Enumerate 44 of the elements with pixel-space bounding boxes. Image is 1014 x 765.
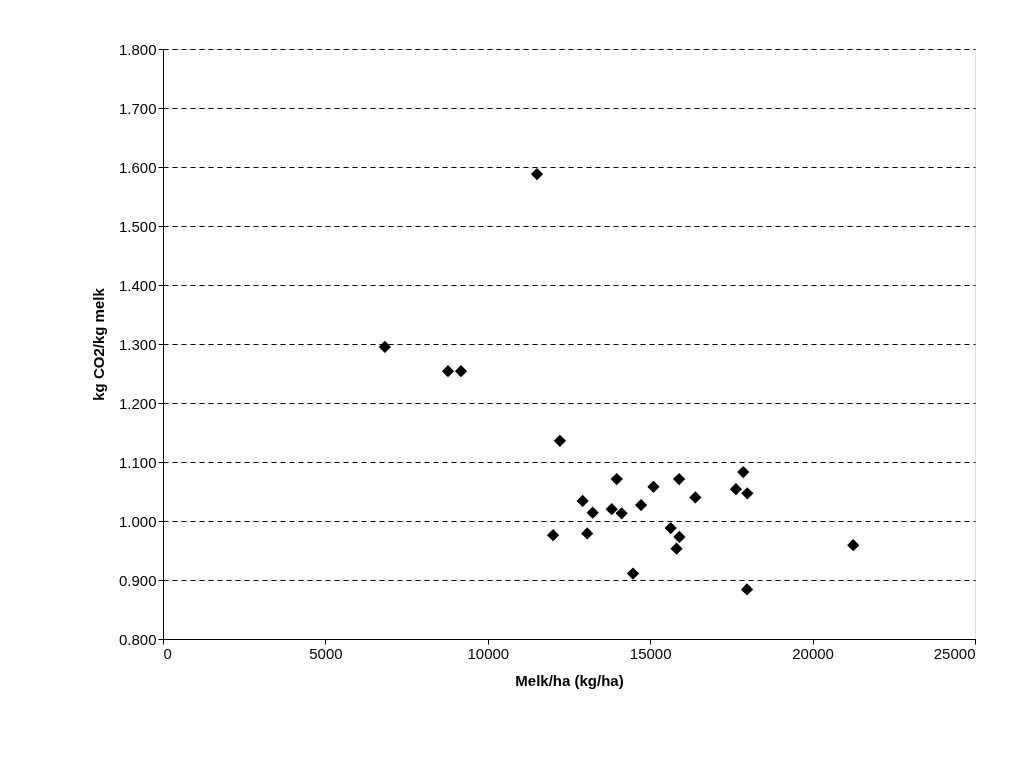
point	[454, 365, 468, 378]
point	[576, 494, 589, 508]
x-tick-label: 25000	[933, 644, 976, 662]
point	[546, 529, 560, 542]
y-tick-label: 1.100	[118, 453, 157, 471]
point	[626, 567, 640, 580]
point	[689, 491, 702, 504]
point	[634, 498, 648, 512]
point	[581, 527, 594, 540]
y-tick-label: 1.800	[118, 40, 157, 58]
y-tick-label: 1.000	[118, 512, 157, 530]
y-tick-label: 1.500	[118, 217, 157, 235]
point	[530, 167, 544, 181]
x-tick-label: 0	[163, 644, 172, 662]
y-tick-label: 1.600	[118, 158, 157, 176]
point	[586, 506, 599, 519]
y-tick-label: 1.700	[118, 99, 157, 117]
point	[647, 480, 660, 493]
point	[729, 483, 743, 496]
point	[664, 521, 677, 535]
x-tick-label: 20000	[792, 644, 834, 662]
point	[847, 539, 860, 552]
point	[672, 472, 686, 486]
point	[740, 583, 754, 596]
point	[741, 487, 754, 500]
y-axis-title: kg CO2/kg melk	[89, 287, 107, 401]
y-tick-label: 1.400	[118, 276, 157, 294]
point	[615, 507, 628, 520]
point	[553, 434, 567, 447]
y-tick-label: 1.300	[118, 335, 157, 353]
x-axis-title: Melk/ha (kg/ha)	[515, 671, 624, 689]
point	[673, 530, 686, 544]
y-tick-label: 1.200	[118, 394, 157, 412]
x-tick-label: 5000	[309, 644, 343, 662]
point	[605, 503, 618, 516]
point	[441, 365, 455, 378]
point	[610, 472, 623, 486]
point	[670, 542, 683, 555]
y-tick-label: 0.800	[118, 630, 157, 648]
point	[737, 465, 750, 479]
y-tick-label: 0.900	[118, 571, 157, 589]
x-tick-label: 10000	[467, 644, 510, 662]
x-tick-label: 15000	[629, 644, 672, 662]
point	[378, 340, 391, 354]
